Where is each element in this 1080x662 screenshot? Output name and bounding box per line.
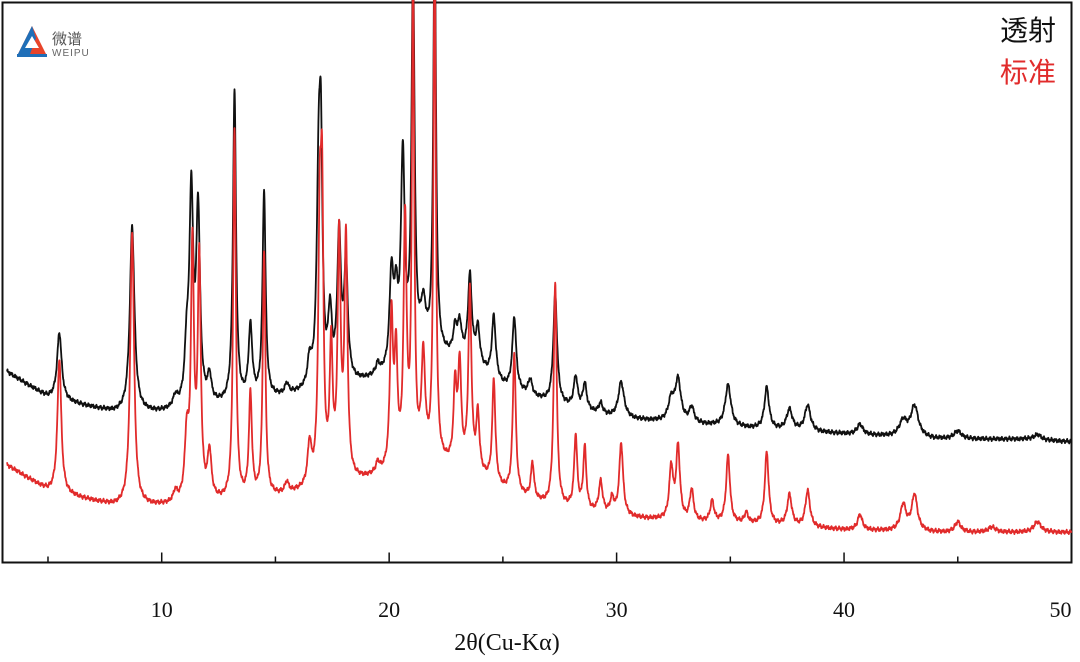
legend-entry-transmission: 透射 bbox=[1000, 14, 1056, 47]
logo-en-text: WEIPU bbox=[52, 48, 90, 59]
x-tick-label: 20 bbox=[378, 597, 400, 622]
x-axis-label: 2θ(Cu-Kα) bbox=[454, 630, 559, 656]
weipu-logo: 微谱 WEIPU bbox=[17, 26, 90, 59]
x-tick-label: 40 bbox=[833, 597, 855, 622]
legend: 透射 标准 bbox=[1000, 14, 1056, 89]
series-line-standard bbox=[6, 0, 1073, 536]
x-tick-label: 30 bbox=[606, 597, 628, 622]
logo-cn-text: 微谱 bbox=[52, 30, 82, 48]
series-layer bbox=[6, 0, 1073, 536]
legend-entry-standard: 标准 bbox=[1000, 56, 1056, 89]
plot-frame bbox=[1, 1, 1073, 564]
series-line-transmission bbox=[6, 0, 1073, 445]
x-tick-label: 10 bbox=[151, 597, 173, 622]
x-axis: 10 20 30 40 50 bbox=[47, 552, 1073, 622]
x-tick-label: 50 bbox=[1050, 597, 1072, 622]
logo-mark-icon bbox=[17, 26, 47, 57]
